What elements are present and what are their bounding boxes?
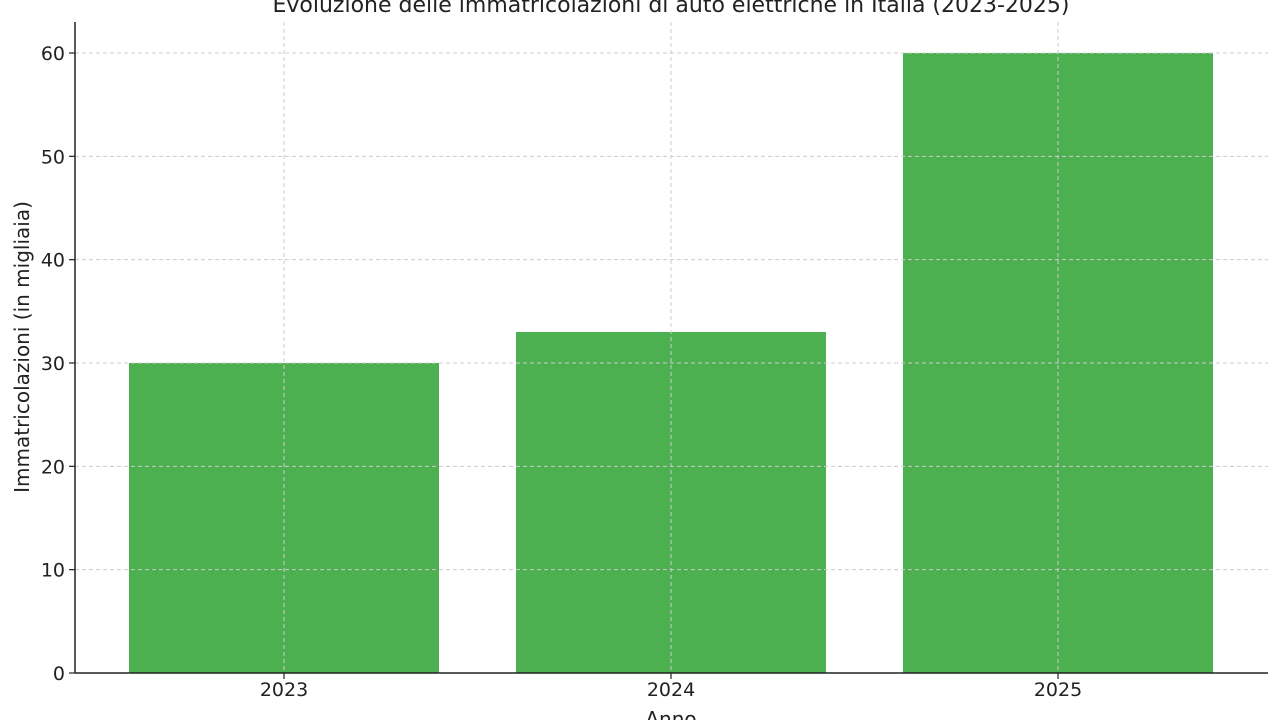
x-axis-label: Anno (645, 707, 696, 720)
y-tick-label: 20 (41, 456, 65, 478)
bar-2024 (516, 332, 826, 673)
y-tick-label: 40 (41, 250, 65, 272)
x-tick-label: 2024 (647, 679, 695, 701)
y-tick-label: 0 (53, 663, 65, 685)
y-tick-label: 30 (41, 353, 65, 375)
y-tick-label: 10 (41, 560, 65, 582)
y-tick-label: 50 (41, 146, 65, 168)
ticks: 0 10 20 30 40 50 60 2023 2024 2025 (41, 43, 1082, 701)
x-tick-label: 2023 (260, 679, 308, 701)
x-tick-label: 2025 (1034, 679, 1082, 701)
y-tick-label: 60 (41, 43, 65, 65)
chart-title: Evoluzione delle immatricolazioni di aut… (273, 0, 1070, 18)
grid (75, 22, 1268, 673)
y-axis-label: Immatricolazioni (in migliaia) (10, 201, 34, 493)
